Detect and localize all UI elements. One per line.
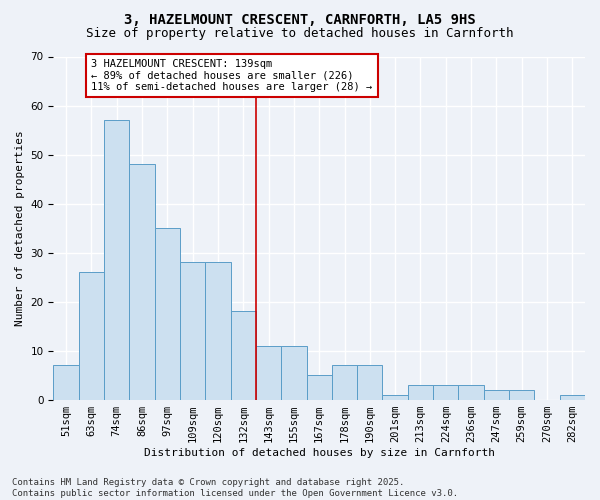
- Bar: [458, 385, 484, 400]
- Bar: [79, 272, 104, 400]
- Bar: [53, 366, 79, 400]
- X-axis label: Distribution of detached houses by size in Carnforth: Distribution of detached houses by size …: [144, 448, 495, 458]
- Bar: [433, 385, 458, 400]
- Y-axis label: Number of detached properties: Number of detached properties: [15, 130, 25, 326]
- Bar: [484, 390, 509, 400]
- Bar: [509, 390, 535, 400]
- Bar: [560, 394, 585, 400]
- Bar: [307, 375, 332, 400]
- Bar: [230, 312, 256, 400]
- Bar: [205, 262, 230, 400]
- Bar: [332, 366, 357, 400]
- Bar: [256, 346, 281, 400]
- Bar: [104, 120, 130, 400]
- Bar: [130, 164, 155, 400]
- Bar: [357, 366, 382, 400]
- Bar: [408, 385, 433, 400]
- Text: Contains HM Land Registry data © Crown copyright and database right 2025.
Contai: Contains HM Land Registry data © Crown c…: [12, 478, 458, 498]
- Text: Size of property relative to detached houses in Carnforth: Size of property relative to detached ho…: [86, 28, 514, 40]
- Bar: [180, 262, 205, 400]
- Text: 3, HAZELMOUNT CRESCENT, CARNFORTH, LA5 9HS: 3, HAZELMOUNT CRESCENT, CARNFORTH, LA5 9…: [124, 12, 476, 26]
- Bar: [382, 394, 408, 400]
- Bar: [281, 346, 307, 400]
- Bar: [155, 228, 180, 400]
- Text: 3 HAZELMOUNT CRESCENT: 139sqm
← 89% of detached houses are smaller (226)
11% of : 3 HAZELMOUNT CRESCENT: 139sqm ← 89% of d…: [91, 59, 373, 92]
